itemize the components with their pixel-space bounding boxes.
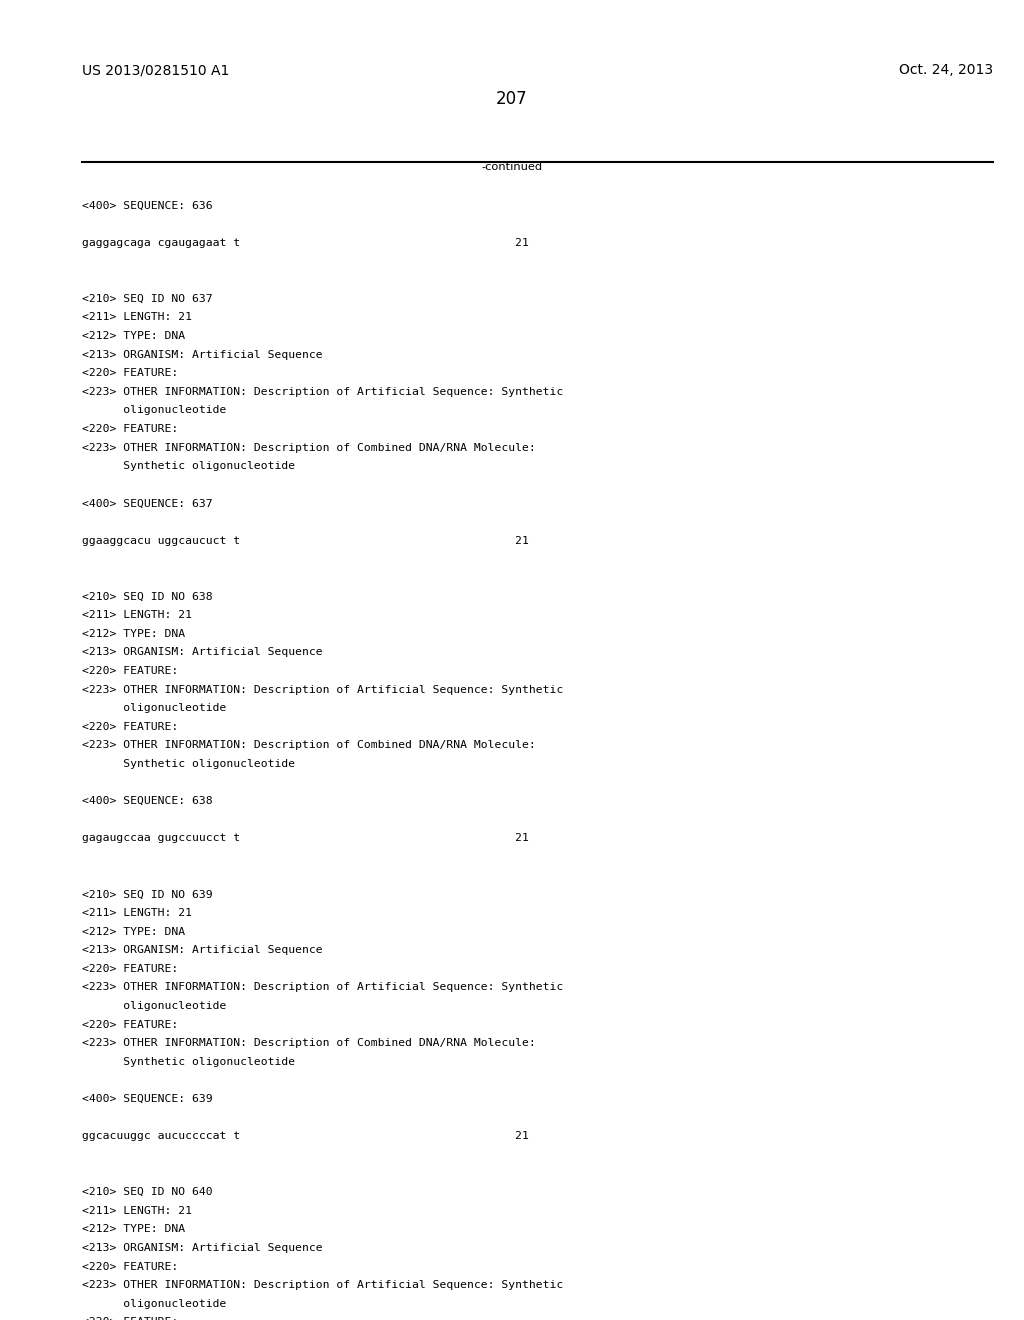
Text: <212> TYPE: DNA: <212> TYPE: DNA — [82, 927, 185, 936]
Text: <211> LENGTH: 21: <211> LENGTH: 21 — [82, 610, 191, 620]
Text: oligonucleotide: oligonucleotide — [82, 1299, 226, 1308]
Text: <220> FEATURE:: <220> FEATURE: — [82, 1317, 178, 1320]
Text: <210> SEQ ID NO 638: <210> SEQ ID NO 638 — [82, 591, 213, 602]
Text: gagaugccaa gugccuucct t                                        21: gagaugccaa gugccuucct t 21 — [82, 833, 528, 843]
Text: oligonucleotide: oligonucleotide — [82, 1001, 226, 1011]
Text: US 2013/0281510 A1: US 2013/0281510 A1 — [82, 63, 229, 78]
Text: <220> FEATURE:: <220> FEATURE: — [82, 1262, 178, 1271]
Text: <223> OTHER INFORMATION: Description of Artificial Sequence: Synthetic: <223> OTHER INFORMATION: Description of … — [82, 982, 563, 993]
Text: <220> FEATURE:: <220> FEATURE: — [82, 368, 178, 378]
Text: <400> SEQUENCE: 637: <400> SEQUENCE: 637 — [82, 499, 213, 508]
Text: <212> TYPE: DNA: <212> TYPE: DNA — [82, 331, 185, 341]
Text: oligonucleotide: oligonucleotide — [82, 704, 226, 713]
Text: Synthetic oligonucleotide: Synthetic oligonucleotide — [82, 1057, 295, 1067]
Text: <400> SEQUENCE: 639: <400> SEQUENCE: 639 — [82, 1094, 213, 1104]
Text: <223> OTHER INFORMATION: Description of Artificial Sequence: Synthetic: <223> OTHER INFORMATION: Description of … — [82, 387, 563, 397]
Text: <213> ORGANISM: Artificial Sequence: <213> ORGANISM: Artificial Sequence — [82, 1243, 323, 1253]
Text: <223> OTHER INFORMATION: Description of Artificial Sequence: Synthetic: <223> OTHER INFORMATION: Description of … — [82, 1280, 563, 1290]
Text: gaggagcaga cgaugagaat t                                        21: gaggagcaga cgaugagaat t 21 — [82, 238, 528, 248]
Text: <210> SEQ ID NO 637: <210> SEQ ID NO 637 — [82, 294, 213, 304]
Text: <223> OTHER INFORMATION: Description of Combined DNA/RNA Molecule:: <223> OTHER INFORMATION: Description of … — [82, 741, 536, 750]
Text: <220> FEATURE:: <220> FEATURE: — [82, 424, 178, 434]
Text: <213> ORGANISM: Artificial Sequence: <213> ORGANISM: Artificial Sequence — [82, 350, 323, 359]
Text: <211> LENGTH: 21: <211> LENGTH: 21 — [82, 1205, 191, 1216]
Text: ggaaggcacu uggcaucuct t                                        21: ggaaggcacu uggcaucuct t 21 — [82, 536, 528, 545]
Text: <220> FEATURE:: <220> FEATURE: — [82, 1019, 178, 1030]
Text: <223> OTHER INFORMATION: Description of Combined DNA/RNA Molecule:: <223> OTHER INFORMATION: Description of … — [82, 1039, 536, 1048]
Text: <213> ORGANISM: Artificial Sequence: <213> ORGANISM: Artificial Sequence — [82, 945, 323, 956]
Text: -continued: -continued — [481, 161, 543, 172]
Text: <210> SEQ ID NO 639: <210> SEQ ID NO 639 — [82, 890, 213, 899]
Text: <213> ORGANISM: Artificial Sequence: <213> ORGANISM: Artificial Sequence — [82, 647, 323, 657]
Text: <400> SEQUENCE: 638: <400> SEQUENCE: 638 — [82, 796, 213, 807]
Text: <220> FEATURE:: <220> FEATURE: — [82, 667, 178, 676]
Text: 207: 207 — [497, 90, 527, 108]
Text: <210> SEQ ID NO 640: <210> SEQ ID NO 640 — [82, 1187, 213, 1197]
Text: Synthetic oligonucleotide: Synthetic oligonucleotide — [82, 759, 295, 770]
Text: <400> SEQUENCE: 636: <400> SEQUENCE: 636 — [82, 201, 213, 211]
Text: <211> LENGTH: 21: <211> LENGTH: 21 — [82, 908, 191, 917]
Text: <223> OTHER INFORMATION: Description of Artificial Sequence: Synthetic: <223> OTHER INFORMATION: Description of … — [82, 685, 563, 694]
Text: ggcacuuggc aucuccccat t                                        21: ggcacuuggc aucuccccat t 21 — [82, 1131, 528, 1142]
Text: Oct. 24, 2013: Oct. 24, 2013 — [899, 63, 993, 78]
Text: <223> OTHER INFORMATION: Description of Combined DNA/RNA Molecule:: <223> OTHER INFORMATION: Description of … — [82, 442, 536, 453]
Text: <212> TYPE: DNA: <212> TYPE: DNA — [82, 1225, 185, 1234]
Text: oligonucleotide: oligonucleotide — [82, 405, 226, 416]
Text: <220> FEATURE:: <220> FEATURE: — [82, 964, 178, 974]
Text: <220> FEATURE:: <220> FEATURE: — [82, 722, 178, 731]
Text: Synthetic oligonucleotide: Synthetic oligonucleotide — [82, 461, 295, 471]
Text: <211> LENGTH: 21: <211> LENGTH: 21 — [82, 313, 191, 322]
Text: <212> TYPE: DNA: <212> TYPE: DNA — [82, 628, 185, 639]
